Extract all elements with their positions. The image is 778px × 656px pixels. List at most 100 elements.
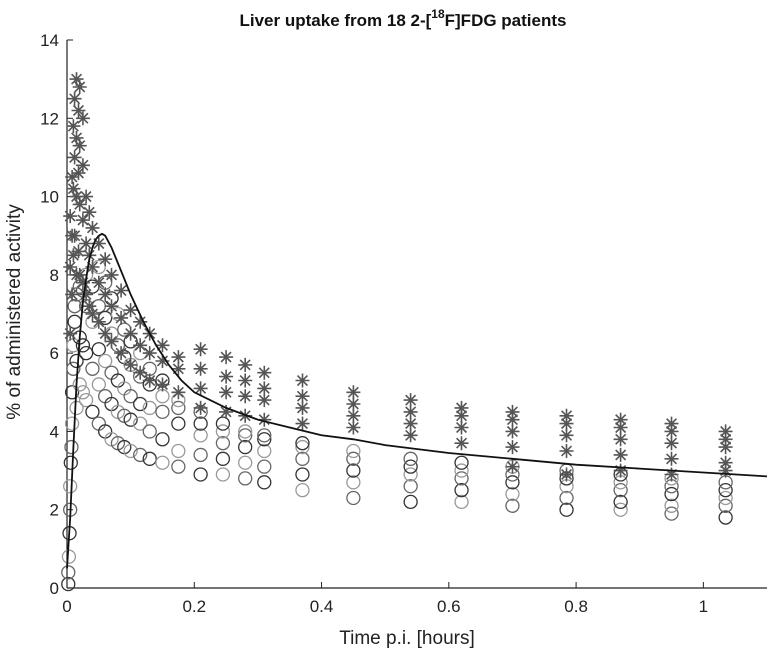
circle-point (257, 459, 272, 474)
circle-point (403, 459, 418, 474)
star-point (505, 459, 520, 474)
star-point (66, 181, 81, 196)
circle-point (238, 428, 253, 443)
star-point (613, 432, 628, 447)
circle-point (193, 467, 208, 482)
star-point (63, 260, 78, 274)
star-point (664, 451, 679, 466)
y-tick-label: 8 (50, 266, 59, 285)
star-point (171, 385, 186, 400)
circle-point (257, 475, 272, 490)
star-point (79, 189, 94, 204)
circle-point (171, 400, 186, 416)
star-point (219, 385, 234, 400)
circle-point (63, 479, 78, 494)
star-point (72, 197, 87, 212)
circle-point (142, 400, 157, 416)
circle-point (155, 455, 170, 470)
circle-point (133, 396, 148, 412)
circle-point (238, 439, 253, 455)
star-point (155, 377, 170, 392)
circle-point (155, 432, 170, 447)
star-point (193, 361, 208, 376)
circle-point (104, 396, 119, 412)
star-point (718, 463, 733, 478)
star-point (613, 420, 628, 435)
star-point (219, 350, 234, 365)
circle-point (559, 490, 574, 506)
model-fit-line (66, 232, 768, 569)
circle-point (133, 416, 148, 431)
star-point (133, 365, 148, 380)
circle-point (117, 381, 132, 396)
star-point (257, 381, 272, 396)
circle-point (613, 494, 628, 510)
circle-point (63, 455, 78, 470)
circle-point (505, 486, 520, 502)
circle-point (257, 428, 272, 443)
circle-point (215, 416, 231, 431)
svg-text:Liver uptake from 18 2-[18F]FD: Liver uptake from 18 2-[18F]FDG patients (240, 7, 567, 30)
circle-point (664, 486, 679, 502)
circle-point (98, 353, 113, 369)
data-layer (61, 72, 733, 592)
star-point (403, 393, 418, 408)
star-point (155, 338, 170, 353)
circle-point (193, 447, 208, 463)
y-tick-label: 12 (40, 109, 59, 128)
star-point (238, 357, 253, 372)
star-point (104, 334, 119, 349)
star-point (505, 412, 520, 427)
star-point (219, 404, 234, 419)
star-point (75, 111, 90, 126)
star-point (238, 389, 253, 404)
star-point (613, 412, 628, 427)
circle-point (454, 471, 469, 486)
circle-point (346, 475, 361, 490)
star-point (193, 400, 208, 415)
circle-point (613, 482, 628, 498)
circle-point (133, 447, 148, 463)
circle-point (257, 443, 272, 459)
star-point (63, 209, 78, 224)
star-point (79, 287, 94, 302)
title-superscript: 18 (431, 7, 445, 21)
circle-point (238, 424, 253, 439)
circle-point (72, 377, 87, 392)
circle-point (171, 459, 186, 474)
star-point (91, 275, 106, 290)
circle-point (61, 565, 76, 580)
star-point (69, 130, 84, 145)
star-point (69, 189, 84, 204)
star-point (91, 236, 106, 251)
circle-point (346, 451, 361, 466)
star-point (67, 150, 82, 165)
y-tick-label: 14 (40, 31, 59, 50)
star-point (142, 346, 157, 361)
star-point (98, 326, 113, 341)
circle-point (238, 471, 253, 486)
circle-point (69, 353, 84, 369)
star-point (257, 412, 272, 427)
circle-point (718, 490, 733, 506)
star-point (75, 275, 90, 290)
star-point (664, 416, 679, 431)
star-point (82, 248, 97, 263)
star-point (219, 369, 234, 384)
circle-point (66, 361, 81, 376)
star-point (257, 393, 272, 408)
circle-point (75, 338, 91, 353)
y-tick-label: 4 (50, 422, 59, 441)
star-point (71, 244, 86, 259)
fit-layer (66, 232, 768, 569)
x-tick-label: 0.8 (564, 597, 588, 616)
circle-point (215, 467, 231, 482)
star-point (403, 428, 418, 443)
star-point (718, 455, 733, 470)
circle-point (193, 416, 208, 431)
star-point (193, 342, 208, 357)
x-tick-label: 1 (699, 597, 708, 616)
star-point (559, 467, 574, 482)
star-point (104, 267, 119, 282)
circle-point (98, 389, 113, 404)
